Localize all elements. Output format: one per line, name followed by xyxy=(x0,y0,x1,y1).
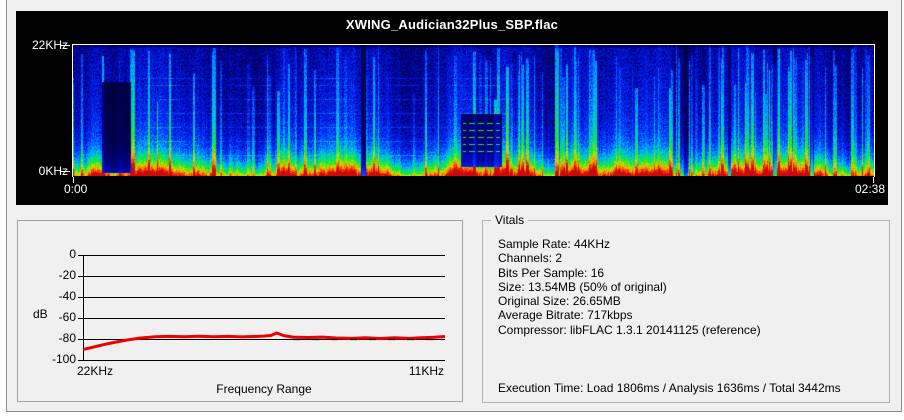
vitals-sample-rate: Sample Rate: 44KHz xyxy=(498,237,611,251)
time-axis-start-tick xyxy=(73,177,74,183)
ytick-80: -80 xyxy=(58,331,76,345)
ytick-40: -40 xyxy=(58,289,76,303)
time-start-label: 0:00 xyxy=(64,182,88,196)
time-axis-end-tick xyxy=(873,177,874,183)
vitals-size: Size: 13.54MB (50% of original) xyxy=(498,279,667,294)
vitals-groupbox: Vitals Sample Rate: 44KHz Channels: 2 Bi… xyxy=(482,214,890,403)
vitals-bitrate: Average Bitrate: 717kbps xyxy=(498,308,633,323)
db-axis-label: dB xyxy=(33,307,48,321)
frequency-chart-box: 0 -20 -40 -60 -80 -100 dB 22KHz 11KHz Fr… xyxy=(17,220,463,402)
freq-axis-top-label: 22KHz xyxy=(31,38,68,52)
ytick-0: 0 xyxy=(69,247,76,261)
spectrogram-image xyxy=(73,45,874,176)
vitals-title: Vitals xyxy=(491,214,529,227)
freq-axis-bottom-label: 0KHz xyxy=(38,164,68,178)
frequency-response-line xyxy=(82,331,446,351)
vitals-compressor: Compressor: libFLAC 1.3.1 20141125 (refe… xyxy=(498,322,761,337)
ytick-100: -100 xyxy=(51,352,76,366)
freq-axis-bottom-tick xyxy=(61,171,70,172)
ytick-60: -60 xyxy=(58,310,76,324)
file-title: XWING_Audician32Plus_SBP.flac xyxy=(345,17,559,32)
xaxis-right-label: 11KHz xyxy=(408,364,444,378)
xaxis-left-label: 22KHz xyxy=(77,364,114,378)
spectrogram-frame xyxy=(72,44,875,177)
vitals-channels: Channels: 2 xyxy=(498,251,563,266)
execution-time: Execution Time: Load 1806ms / Analysis 1… xyxy=(498,381,841,395)
xaxis-title: Frequency Range xyxy=(216,382,312,396)
vitals-original-size: Original Size: 26.65MB xyxy=(498,294,621,309)
frequency-response-plot xyxy=(78,255,446,361)
freq-axis-top-tick xyxy=(61,45,70,46)
ytick-20: -20 xyxy=(58,268,76,282)
time-end-label: 02:38 xyxy=(854,182,885,196)
vitals-lines: Sample Rate: 44KHz Channels: 2 Bits Per … xyxy=(498,237,761,337)
vitals-bits: Bits Per Sample: 16 xyxy=(498,265,605,280)
